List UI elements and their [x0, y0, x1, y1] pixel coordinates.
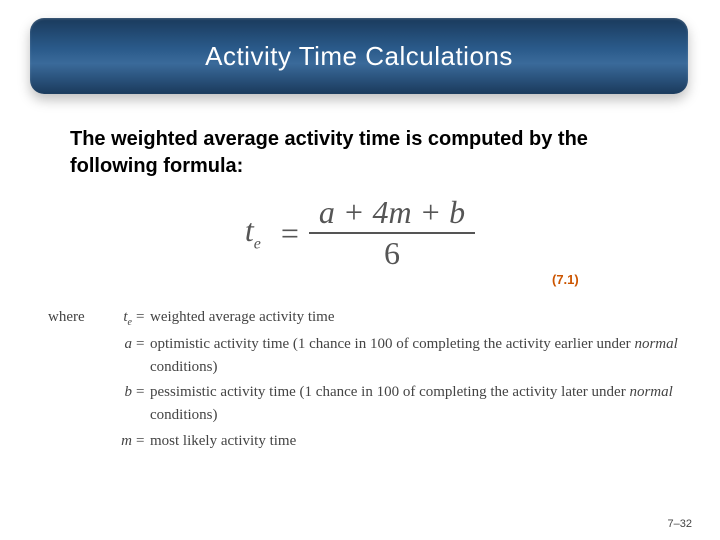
- page-number: 7–32: [668, 518, 692, 530]
- formula-fraction: a + 4m + b 6: [309, 195, 475, 271]
- definition-text: most likely activity time: [150, 430, 678, 453]
- formula: te = a + 4m + b 6: [0, 195, 720, 271]
- definition-symbol: b: [108, 381, 136, 406]
- definition-equals: =: [136, 381, 150, 404]
- where-label: where: [48, 306, 108, 329]
- definition-equals: =: [136, 430, 150, 453]
- definition-equals: =: [136, 306, 150, 329]
- definitions-block: where te = weighted average activity tim…: [48, 306, 678, 456]
- definition-row: b = pessimistic activity time (1 chance …: [48, 381, 678, 428]
- formula-lhs-base: t: [245, 212, 254, 248]
- definition-equals: =: [136, 333, 150, 356]
- definition-symbol: te: [108, 306, 136, 331]
- definition-row: a = optimistic activity time (1 chance i…: [48, 333, 678, 380]
- formula-lhs: te: [245, 212, 261, 253]
- formula-row: te = a + 4m + b 6: [245, 195, 475, 271]
- equation-number: (7.1): [552, 272, 579, 287]
- definition-text: pessimistic activity time (1 chance in 1…: [150, 381, 678, 428]
- formula-numerator: a + 4m + b: [309, 195, 475, 234]
- definition-row: m = most likely activity time: [48, 430, 678, 455]
- formula-denominator: 6: [384, 234, 400, 271]
- definition-symbol: m: [108, 430, 136, 455]
- definition-symbol: a: [108, 333, 136, 358]
- definition-text: optimistic activity time (1 chance in 10…: [150, 333, 678, 380]
- definition-text: weighted average activity time: [150, 306, 678, 329]
- slide: Activity Time Calculations The weighted …: [0, 0, 720, 540]
- formula-lhs-sub: e: [254, 236, 261, 253]
- intro-text: The weighted average activity time is co…: [70, 126, 650, 180]
- title-bar: Activity Time Calculations: [30, 18, 688, 94]
- equals-sign: =: [281, 215, 299, 252]
- definition-row: where te = weighted average activity tim…: [48, 306, 678, 331]
- slide-title: Activity Time Calculations: [205, 41, 513, 72]
